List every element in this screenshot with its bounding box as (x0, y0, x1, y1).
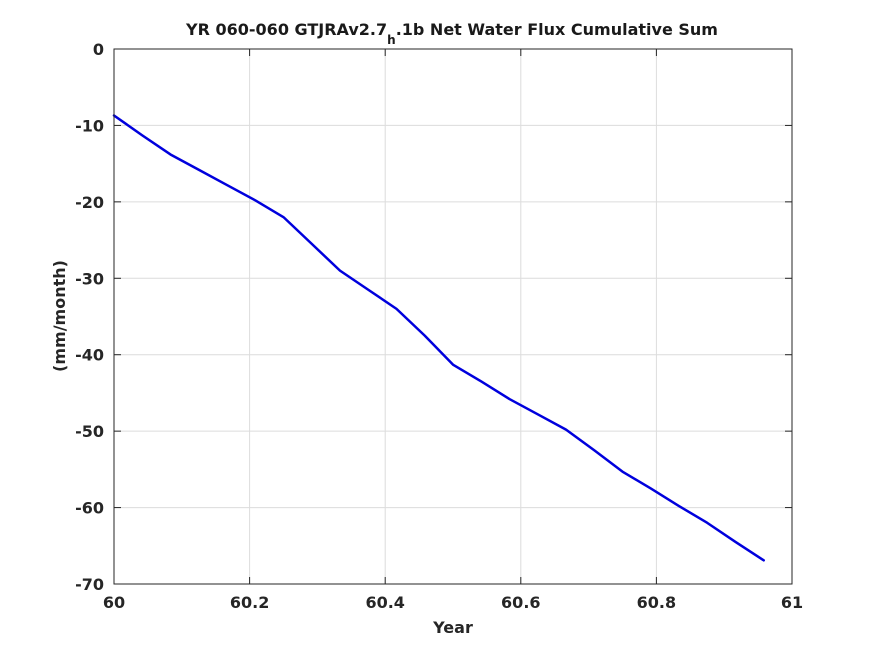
x-tick-label: 60.2 (230, 593, 269, 612)
y-ticks: 0 -10 -20 -30 -40 -50 -60 -70 (75, 40, 792, 594)
y-tick-label: -70 (75, 575, 104, 594)
plot-area-frame (113, 48, 793, 585)
x-tick-label: 60.8 (637, 593, 676, 612)
chart-title-subscript: h (387, 33, 396, 47)
x-tick-label: 61 (781, 593, 803, 612)
chart-title-rest: .1b Net Water Flux Cumulative Sum (396, 20, 718, 39)
x-tick-label: 60 (103, 593, 125, 612)
series-layer (112, 114, 765, 562)
y-tick-label: 0 (93, 40, 104, 59)
x-tick-label: 60.4 (365, 593, 404, 612)
x-tick-label: 60.6 (501, 593, 540, 612)
x-axis-label: Year (432, 618, 473, 637)
chart-title: YR 060-060 GTJRAv2.7h.1b Net Water Flux … (185, 20, 718, 47)
series-line (112, 114, 765, 562)
grid (113, 48, 793, 585)
y-tick-label: -10 (75, 116, 104, 135)
chart-title-main: YR 060-060 GTJRAv2.7 (185, 20, 387, 39)
y-tick-label: -20 (75, 193, 104, 212)
y-axis-label: (mm/month) (50, 260, 69, 372)
y-tick-label: -30 (75, 269, 104, 288)
y-tick-label: -60 (75, 499, 104, 518)
x-ticks: 60 60.2 60.4 60.6 60.8 61 (103, 49, 803, 612)
y-tick-label: -50 (75, 422, 104, 441)
y-tick-label: -40 (75, 346, 104, 365)
